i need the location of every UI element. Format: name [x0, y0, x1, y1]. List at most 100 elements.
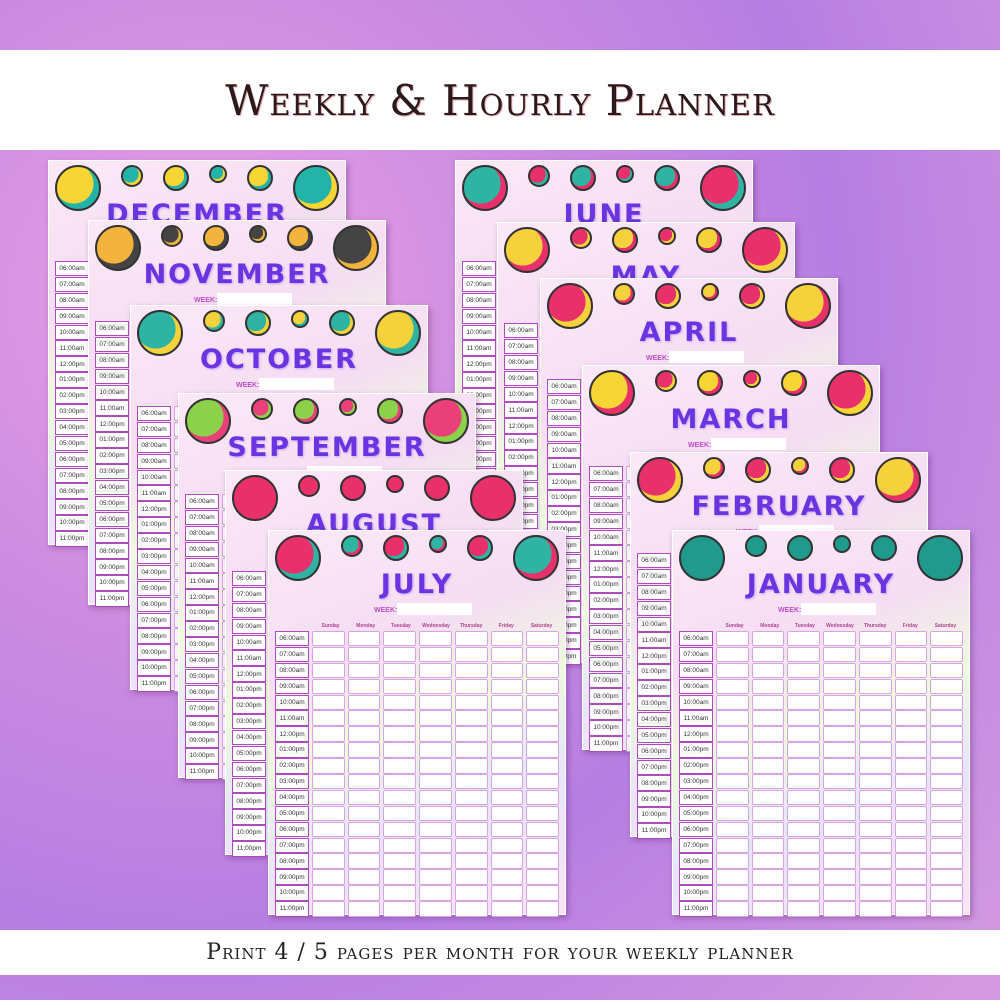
- schedule-cell[interactable]: [312, 694, 345, 710]
- schedule-cell[interactable]: [419, 678, 452, 695]
- schedule-cell[interactable]: [454, 789, 488, 806]
- schedule-cell[interactable]: [383, 646, 417, 663]
- schedule-cell[interactable]: [823, 678, 856, 695]
- schedule-cell[interactable]: [787, 821, 821, 838]
- schedule-cell[interactable]: [419, 869, 452, 885]
- schedule-cell[interactable]: [454, 853, 488, 869]
- schedule-cell[interactable]: [751, 742, 785, 758]
- schedule-cell[interactable]: [347, 631, 381, 647]
- schedule-cell[interactable]: [383, 774, 417, 790]
- schedule-cell[interactable]: [383, 869, 417, 885]
- schedule-cell[interactable]: [751, 885, 785, 901]
- schedule-cell[interactable]: [858, 869, 892, 885]
- schedule-cell[interactable]: [490, 821, 524, 838]
- schedule-cell[interactable]: [930, 726, 964, 742]
- schedule-cell[interactable]: [419, 662, 452, 679]
- schedule-cell[interactable]: [716, 789, 749, 806]
- schedule-cell[interactable]: [383, 805, 417, 822]
- schedule-cell[interactable]: [751, 694, 785, 710]
- schedule-cell[interactable]: [526, 853, 560, 869]
- schedule-cell[interactable]: [454, 758, 488, 774]
- schedule-cell[interactable]: [894, 710, 928, 726]
- schedule-cell[interactable]: [716, 646, 749, 663]
- schedule-cell[interactable]: [751, 821, 785, 838]
- schedule-cell[interactable]: [454, 742, 488, 758]
- schedule-cell[interactable]: [347, 758, 381, 774]
- schedule-cell[interactable]: [383, 631, 417, 647]
- schedule-cell[interactable]: [751, 837, 785, 853]
- schedule-cell[interactable]: [526, 694, 560, 710]
- schedule-cell[interactable]: [823, 631, 856, 647]
- schedule-cell[interactable]: [716, 821, 749, 838]
- schedule-cell[interactable]: [312, 789, 345, 806]
- week-input[interactable]: [217, 293, 292, 305]
- schedule-cell[interactable]: [823, 694, 856, 710]
- schedule-cell[interactable]: [858, 774, 892, 790]
- schedule-cell[interactable]: [454, 901, 488, 917]
- schedule-cell[interactable]: [347, 726, 381, 742]
- schedule-cell[interactable]: [894, 837, 928, 853]
- schedule-cell[interactable]: [419, 885, 452, 901]
- schedule-cell[interactable]: [419, 837, 452, 853]
- schedule-cell[interactable]: [787, 885, 821, 901]
- schedule-cell[interactable]: [751, 726, 785, 742]
- schedule-cell[interactable]: [419, 726, 452, 742]
- schedule-cell[interactable]: [526, 837, 560, 853]
- schedule-cell[interactable]: [347, 789, 381, 806]
- schedule-cell[interactable]: [716, 631, 749, 647]
- schedule-cell[interactable]: [930, 662, 964, 679]
- schedule-cell[interactable]: [526, 901, 560, 917]
- schedule-cell[interactable]: [823, 821, 856, 838]
- schedule-cell[interactable]: [751, 853, 785, 869]
- schedule-cell[interactable]: [383, 821, 417, 838]
- schedule-cell[interactable]: [526, 805, 560, 822]
- schedule-cell[interactable]: [787, 837, 821, 853]
- schedule-cell[interactable]: [787, 678, 821, 695]
- schedule-cell[interactable]: [894, 678, 928, 695]
- schedule-cell[interactable]: [787, 901, 821, 917]
- schedule-cell[interactable]: [454, 885, 488, 901]
- schedule-cell[interactable]: [490, 869, 524, 885]
- schedule-cell[interactable]: [312, 758, 345, 774]
- schedule-cell[interactable]: [894, 758, 928, 774]
- schedule-cell[interactable]: [930, 758, 964, 774]
- schedule-cell[interactable]: [858, 821, 892, 838]
- schedule-cell[interactable]: [858, 789, 892, 806]
- schedule-cell[interactable]: [751, 901, 785, 917]
- schedule-cell[interactable]: [347, 694, 381, 710]
- schedule-cell[interactable]: [526, 821, 560, 838]
- schedule-cell[interactable]: [454, 869, 488, 885]
- schedule-cell[interactable]: [894, 694, 928, 710]
- schedule-cell[interactable]: [858, 901, 892, 917]
- schedule-cell[interactable]: [526, 742, 560, 758]
- schedule-cell[interactable]: [383, 758, 417, 774]
- schedule-cell[interactable]: [716, 774, 749, 790]
- schedule-cell[interactable]: [894, 789, 928, 806]
- schedule-cell[interactable]: [347, 646, 381, 663]
- schedule-cell[interactable]: [347, 869, 381, 885]
- schedule-cell[interactable]: [823, 662, 856, 679]
- schedule-cell[interactable]: [454, 678, 488, 695]
- schedule-cell[interactable]: [716, 662, 749, 679]
- schedule-cell[interactable]: [454, 805, 488, 822]
- schedule-cell[interactable]: [454, 646, 488, 663]
- schedule-cell[interactable]: [858, 662, 892, 679]
- schedule-cell[interactable]: [716, 758, 749, 774]
- schedule-cell[interactable]: [930, 837, 964, 853]
- week-input[interactable]: [711, 438, 786, 450]
- schedule-cell[interactable]: [930, 901, 964, 917]
- schedule-cell[interactable]: [526, 758, 560, 774]
- schedule-cell[interactable]: [930, 821, 964, 838]
- schedule-cell[interactable]: [823, 901, 856, 917]
- schedule-cell[interactable]: [823, 885, 856, 901]
- schedule-cell[interactable]: [347, 901, 381, 917]
- schedule-cell[interactable]: [526, 885, 560, 901]
- schedule-cell[interactable]: [419, 853, 452, 869]
- schedule-cell[interactable]: [787, 694, 821, 710]
- schedule-cell[interactable]: [383, 885, 417, 901]
- schedule-cell[interactable]: [930, 646, 964, 663]
- schedule-cell[interactable]: [419, 821, 452, 838]
- schedule-cell[interactable]: [312, 901, 345, 917]
- schedule-cell[interactable]: [312, 774, 345, 790]
- schedule-cell[interactable]: [930, 710, 964, 726]
